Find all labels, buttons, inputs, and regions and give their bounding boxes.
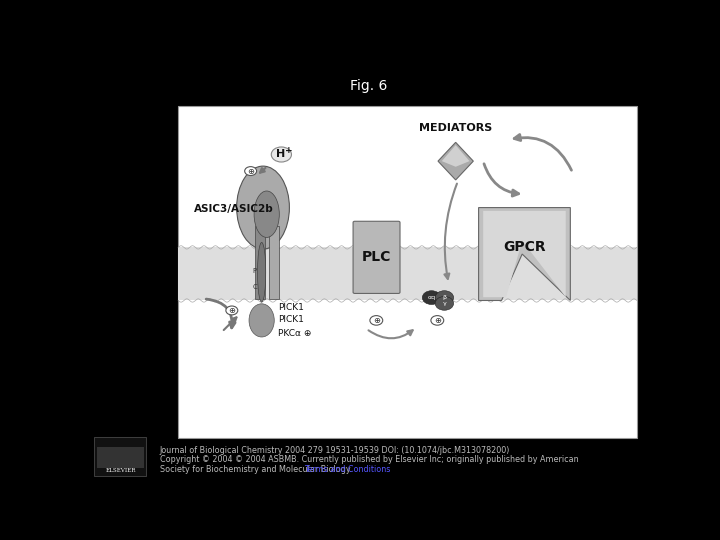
- FancyArrowPatch shape: [260, 168, 266, 173]
- Bar: [255, 226, 265, 299]
- Text: C: C: [253, 284, 257, 290]
- Bar: [178, 247, 636, 300]
- Bar: [269, 226, 279, 299]
- Text: ASIC3/ASIC2b: ASIC3/ASIC2b: [194, 204, 274, 214]
- Circle shape: [245, 167, 256, 176]
- Polygon shape: [483, 211, 566, 297]
- Text: Terms and Conditions: Terms and Conditions: [304, 465, 390, 474]
- Text: ELSEVIER: ELSEVIER: [105, 468, 135, 472]
- Text: ⊕: ⊕: [373, 316, 380, 325]
- Polygon shape: [479, 207, 570, 300]
- Circle shape: [435, 296, 454, 310]
- FancyArrowPatch shape: [484, 164, 518, 196]
- Bar: [97, 447, 143, 468]
- Text: H: H: [276, 150, 285, 159]
- Polygon shape: [438, 143, 473, 180]
- FancyArrowPatch shape: [444, 184, 457, 279]
- Text: PICK1: PICK1: [278, 315, 304, 324]
- FancyBboxPatch shape: [353, 221, 400, 293]
- Circle shape: [271, 147, 292, 162]
- Text: γ: γ: [443, 301, 446, 306]
- Ellipse shape: [258, 242, 266, 302]
- Circle shape: [370, 315, 383, 325]
- Text: Fig. 6: Fig. 6: [351, 78, 387, 92]
- Ellipse shape: [254, 191, 279, 238]
- Text: Journal of Biological Chemistry 2004 279 19531-19539 DOI: (10.1074/jbc.M31307820: Journal of Biological Chemistry 2004 279…: [160, 446, 510, 455]
- Bar: [94, 437, 146, 476]
- Ellipse shape: [249, 304, 274, 337]
- Text: PKCα ⊕: PKCα ⊕: [278, 329, 312, 338]
- Text: ⊕: ⊕: [247, 166, 254, 176]
- Text: ⊕: ⊕: [228, 306, 235, 315]
- Text: Society for Biochemistry and Molecular Biology.: Society for Biochemistry and Molecular B…: [160, 465, 356, 474]
- Ellipse shape: [237, 166, 289, 249]
- FancyArrowPatch shape: [514, 134, 572, 170]
- Text: ⊕: ⊕: [434, 316, 441, 325]
- Circle shape: [423, 291, 441, 305]
- FancyArrowPatch shape: [206, 299, 235, 328]
- Text: +: +: [285, 146, 292, 154]
- Text: Copyright © 2004 © 2004 ASBMB. Currently published by Elsevier Inc; originally p: Copyright © 2004 © 2004 ASBMB. Currently…: [160, 455, 578, 464]
- Polygon shape: [442, 145, 469, 167]
- Text: PICK1: PICK1: [278, 302, 304, 312]
- Text: MEDIATORS: MEDIATORS: [419, 123, 492, 133]
- Text: P: P: [253, 268, 257, 274]
- Text: GPCR: GPCR: [503, 240, 546, 254]
- Text: β: β: [442, 295, 446, 300]
- FancyArrowPatch shape: [224, 318, 236, 330]
- Text: αq: αq: [428, 295, 436, 300]
- Bar: [178, 106, 636, 438]
- FancyArrowPatch shape: [369, 330, 413, 339]
- Circle shape: [226, 306, 238, 315]
- Circle shape: [435, 291, 454, 305]
- Text: PLC: PLC: [361, 251, 391, 265]
- Circle shape: [431, 315, 444, 325]
